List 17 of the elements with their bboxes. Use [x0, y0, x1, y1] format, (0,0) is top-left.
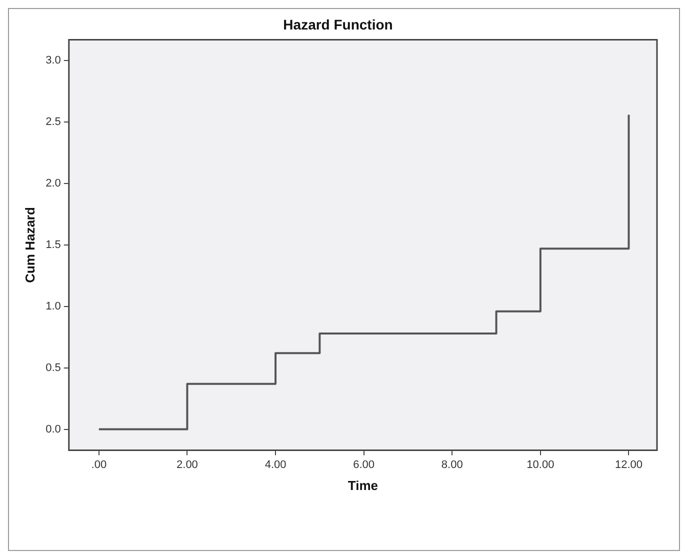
x-tick-label: 6.00 — [353, 458, 375, 471]
y-tick-label: 1.5 — [46, 239, 61, 252]
y-tick-label: 3.0 — [46, 54, 61, 67]
y-tick-label: 2.5 — [46, 116, 61, 128]
x-tick-label: 8.00 — [441, 458, 463, 471]
x-axis-title: Time — [348, 478, 378, 493]
x-tick-label: .00 — [91, 458, 107, 471]
x-tick-label: 12.00 — [614, 458, 643, 471]
chart-title: Hazard Function — [283, 16, 393, 32]
y-tick-label: 0.0 — [46, 423, 61, 436]
y-axis-title: Cum Hazard — [22, 207, 38, 283]
x-tick-label: 4.00 — [264, 458, 286, 471]
y-tick-label: 0.5 — [46, 362, 61, 374]
x-tick-label: 2.00 — [176, 458, 198, 471]
y-tick-label: 2.0 — [46, 178, 61, 190]
x-tick-label: 10.00 — [526, 458, 554, 471]
y-tick-label: 1.0 — [46, 300, 61, 312]
